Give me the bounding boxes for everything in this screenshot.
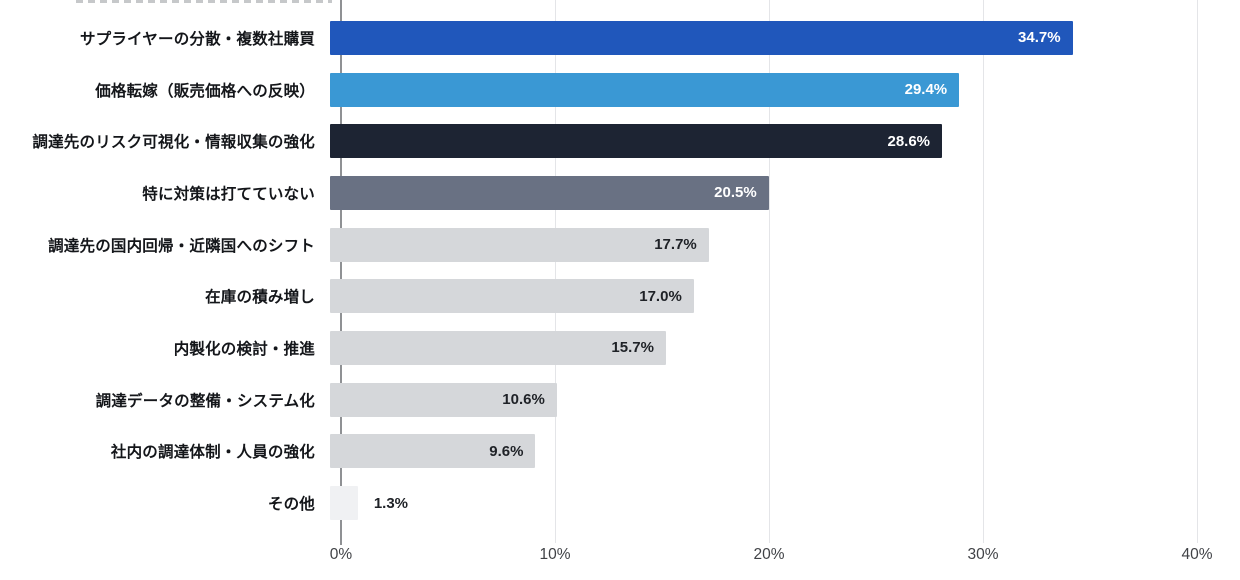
value-label: 20.5% bbox=[714, 184, 757, 202]
bar-track: 9.6% bbox=[330, 426, 1240, 478]
category-label: 調達データの整備・システム化 bbox=[95, 392, 315, 410]
category-label: 調達先の国内回帰・近隣国へのシフト bbox=[48, 237, 315, 255]
category-label: その他 bbox=[267, 496, 315, 514]
category-label: 社内の調達体制・人員の強化 bbox=[110, 444, 315, 462]
bar-row: 価格転嫁（販売価格への反映） 29.4% bbox=[0, 64, 1240, 116]
bar-row: 調達先のリスク可視化・情報収集の強化 28.6% bbox=[0, 115, 1240, 167]
bar-track: 17.7% bbox=[330, 219, 1240, 271]
bar-row: 調達データの整備・システム化 10.6% bbox=[0, 374, 1240, 426]
bar-track: 29.4% bbox=[330, 64, 1240, 116]
bar-row: 特に対策は打てていない 20.5% bbox=[0, 167, 1240, 219]
category-label: サプライヤーの分散・複数社購買 bbox=[79, 30, 315, 48]
x-tick-label: 10% bbox=[539, 546, 571, 563]
x-axis: 0% 10% 20% 30% 40% bbox=[0, 546, 1240, 568]
bar: 29.4% bbox=[330, 72, 960, 107]
bar-track: 10.6% bbox=[330, 374, 1240, 426]
bar: 28.6% bbox=[330, 124, 943, 159]
bar-row: サプライヤーの分散・複数社購買 34.7% bbox=[0, 12, 1240, 64]
bar: 34.7% bbox=[330, 20, 1073, 55]
bar-rows: サプライヤーの分散・複数社購買 34.7% 価格転嫁（販売価格への反映） 29.4% 調… bbox=[0, 12, 1240, 529]
value-label: 29.4% bbox=[904, 81, 948, 99]
value-label: 1.3% bbox=[373, 494, 409, 512]
category-label: 価格転嫁（販売価格への反映） bbox=[95, 82, 315, 100]
x-tick-label: 40% bbox=[1181, 546, 1213, 563]
value-label: 28.6% bbox=[887, 132, 931, 150]
bar: 15.7% bbox=[330, 330, 666, 365]
value-label: 10.6% bbox=[502, 391, 545, 409]
bar-row: 調達先の国内回帰・近隣国へのシフト 17.7% bbox=[0, 219, 1240, 271]
bar-track: 28.6% bbox=[330, 115, 1240, 167]
value-label: 17.0% bbox=[639, 287, 682, 305]
bar: 10.6% bbox=[330, 382, 557, 417]
bar-row: 在庫の積み増し 17.0% bbox=[0, 270, 1240, 322]
bar-track: 15.7% bbox=[330, 322, 1240, 374]
category-label: 特に対策は打てていない bbox=[142, 185, 315, 203]
bar: 9.6% bbox=[330, 434, 536, 469]
x-tick-label: 0% bbox=[329, 546, 353, 563]
bar: 20.5% bbox=[330, 175, 769, 210]
category-label: 内製化の検討・推進 bbox=[173, 340, 315, 358]
value-label: 15.7% bbox=[611, 339, 654, 357]
category-label: 調達先のリスク可視化・情報収集の強化 bbox=[32, 134, 315, 152]
x-tick-label: 20% bbox=[753, 546, 785, 563]
category-label: 在庫の積み増し bbox=[205, 289, 315, 307]
bar bbox=[330, 486, 358, 521]
x-tick-label: 30% bbox=[967, 546, 999, 563]
bar-track: 34.7% bbox=[330, 12, 1240, 64]
value-label: 34.7% bbox=[1018, 29, 1061, 47]
bar: 17.7% bbox=[330, 227, 709, 262]
bar-track: 1.3% bbox=[330, 477, 1240, 529]
bar: 17.0% bbox=[330, 279, 694, 314]
value-label: 17.7% bbox=[654, 236, 697, 254]
bar-track: 17.0% bbox=[330, 270, 1240, 322]
bar-row: 内製化の検討・推進 15.7% bbox=[0, 322, 1240, 374]
cropped-text-fragment bbox=[76, 0, 332, 3]
bar-row: その他 1.3% bbox=[0, 477, 1240, 529]
bar-row: 社内の調達体制・人員の強化 9.6% bbox=[0, 426, 1240, 478]
value-label: 9.6% bbox=[489, 442, 524, 460]
bar-track: 20.5% bbox=[330, 167, 1240, 219]
